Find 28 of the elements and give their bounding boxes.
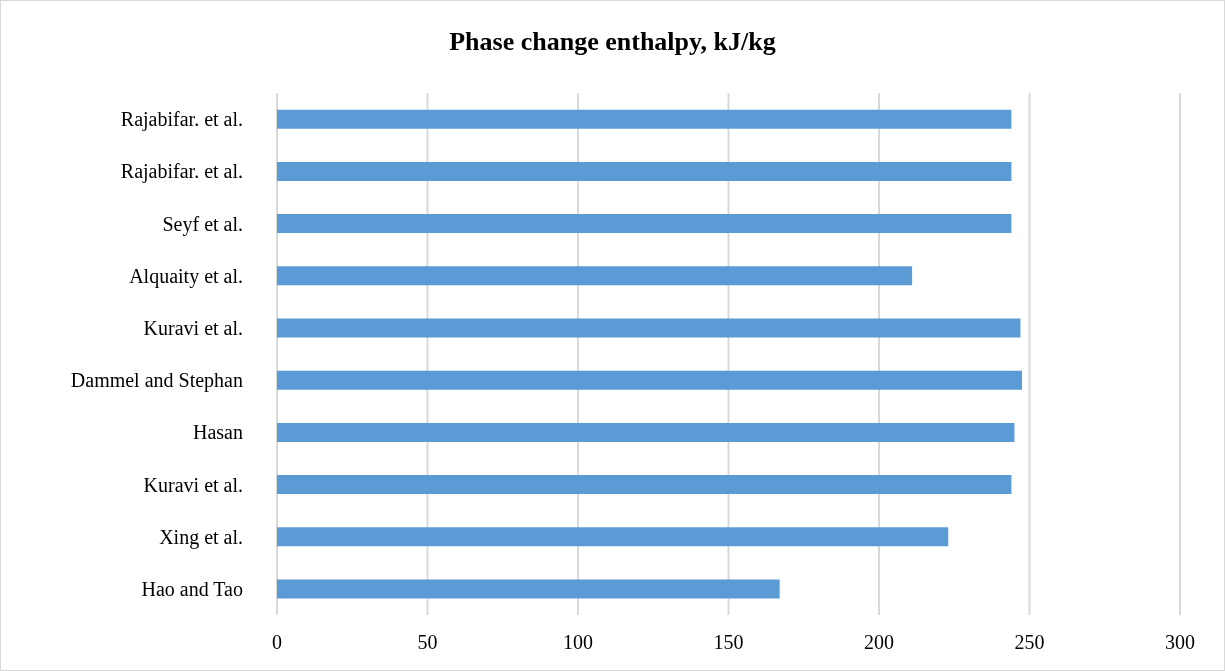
x-tick-label: 300 <box>1165 631 1195 654</box>
x-tick-label: 250 <box>1014 631 1045 654</box>
x-tick-label: 200 <box>864 631 894 654</box>
bar <box>277 475 1012 495</box>
bar <box>277 527 949 547</box>
bar <box>277 161 1012 181</box>
y-tick-label: Rajabifar. et al. <box>120 160 243 184</box>
bar <box>277 109 1012 129</box>
bar <box>277 579 780 599</box>
x-tick-label: 150 <box>713 631 744 654</box>
y-tick-label: Xing et al. <box>159 525 243 549</box>
chart-title: Phase change enthalpy, kJ/kg <box>448 27 777 57</box>
y-tick-label: Hao and Tao <box>141 578 243 600</box>
y-tick-label: Kuravi et al. <box>143 317 243 339</box>
x-tick-label: 100 <box>563 631 593 654</box>
bar <box>277 422 1015 442</box>
y-tick-label: Dammel and Stephan <box>70 369 243 393</box>
bar <box>277 318 1021 338</box>
y-tick-label: Kuravi et al. <box>143 473 243 496</box>
y-tick-label: Hasan <box>193 421 243 444</box>
x-tick-label: 50 <box>417 631 438 654</box>
y-tick-label: Alquaity et al. <box>129 264 243 288</box>
bar <box>277 266 913 286</box>
bar <box>277 214 1012 234</box>
y-tick-label: Seyf et al. <box>162 212 243 236</box>
bar <box>277 370 1022 390</box>
x-tick-label: 0 <box>272 631 282 654</box>
y-tick-label: Rajabifar. et al. <box>120 108 243 132</box>
